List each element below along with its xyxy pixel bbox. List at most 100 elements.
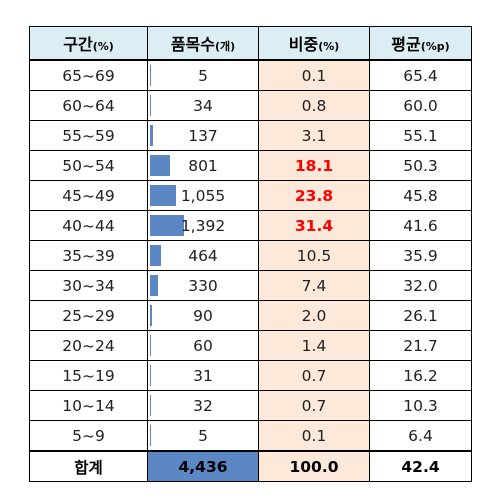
range-cell: 10~14	[29, 390, 148, 421]
count-databar	[150, 155, 170, 176]
average-cell: 45.8	[369, 180, 472, 211]
range-cell: 25~29	[29, 300, 148, 331]
range-cell: 20~24	[29, 330, 148, 361]
count-value: 31	[193, 366, 213, 385]
count-cell: 464	[147, 240, 259, 271]
range-cell: 15~19	[29, 360, 148, 391]
count-value: 90	[193, 306, 213, 325]
count-databar	[150, 185, 176, 206]
count-cell: 90	[147, 300, 259, 331]
count-value: 330	[188, 276, 218, 295]
table-row: 35~39 464 10.5 35.9	[29, 240, 472, 271]
count-value: 137	[188, 126, 218, 145]
share-cell: 31.4	[258, 210, 370, 241]
share-cell: 2.0	[258, 300, 370, 331]
share-cell: 0.1	[258, 59, 370, 91]
count-value: 1,055	[180, 186, 226, 205]
count-databar	[150, 125, 153, 146]
table-row: 20~24 60 1.4 21.7	[29, 330, 472, 361]
table-row: 25~29 90 2.0 26.1	[29, 300, 472, 331]
count-databar	[150, 365, 151, 386]
table-row: 45~49 1,055 23.8 45.8	[29, 180, 472, 211]
header-average: 평균(%p)	[369, 26, 472, 61]
total-label: 합계	[29, 450, 148, 482]
count-value: 464	[188, 246, 218, 265]
share-cell: 1.4	[258, 330, 370, 361]
count-databar	[150, 395, 151, 416]
table-row: 65~69 5 0.1 65.4	[29, 59, 472, 91]
average-cell: 50.3	[369, 150, 472, 181]
count-value: 801	[188, 156, 218, 175]
count-databar	[150, 425, 151, 446]
count-cell: 801	[147, 150, 259, 181]
average-cell: 32.0	[369, 270, 472, 301]
average-cell: 6.4	[369, 420, 472, 452]
header-count: 품목수(개)	[147, 26, 259, 61]
share-cell: 18.1	[258, 150, 370, 181]
total-row: 합계 4,436 100.0 42.4	[29, 450, 472, 482]
count-databar	[150, 245, 161, 266]
table-row: 5~9 5 0.1 6.4	[29, 420, 472, 452]
range-cell: 35~39	[29, 240, 148, 271]
count-cell: 1,392	[147, 210, 259, 241]
table-row: 60~64 34 0.8 60.0	[29, 90, 472, 121]
header-row: 구간(%) 품목수(개) 비중(%) 평균(%p)	[29, 26, 472, 61]
count-value: 32	[193, 396, 213, 415]
share-cell: 0.1	[258, 420, 370, 452]
count-databar	[150, 65, 151, 86]
average-cell: 10.3	[369, 390, 472, 421]
total-average: 42.4	[369, 450, 472, 482]
range-cell: 30~34	[29, 270, 148, 301]
range-cell: 5~9	[29, 420, 148, 452]
count-cell: 5	[147, 420, 259, 452]
count-value: 34	[193, 96, 213, 115]
table-row: 50~54 801 18.1 50.3	[29, 150, 472, 181]
table-row: 40~44 1,392 31.4 41.6	[29, 210, 472, 241]
table-row: 30~34 330 7.4 32.0	[29, 270, 472, 301]
table-row: 10~14 32 0.7 10.3	[29, 390, 472, 421]
count-cell: 60	[147, 330, 259, 361]
range-cell: 50~54	[29, 150, 148, 181]
count-databar	[150, 215, 184, 236]
share-cell: 7.4	[258, 270, 370, 301]
average-cell: 35.9	[369, 240, 472, 271]
share-cell: 0.7	[258, 390, 370, 421]
range-cell: 55~59	[29, 120, 148, 151]
share-cell: 0.7	[258, 360, 370, 391]
count-databar	[150, 275, 158, 296]
total-count: 4,436	[147, 450, 259, 482]
count-cell: 330	[147, 270, 259, 301]
count-cell: 32	[147, 390, 259, 421]
header-range: 구간(%)	[29, 26, 148, 61]
header-share: 비중(%)	[258, 26, 370, 61]
range-cell: 65~69	[29, 59, 148, 91]
average-cell: 26.1	[369, 300, 472, 331]
table-row: 55~59 137 3.1 55.1	[29, 120, 472, 151]
range-cell: 45~49	[29, 180, 148, 211]
count-value: 5	[198, 66, 208, 85]
count-cell: 31	[147, 360, 259, 391]
share-cell: 23.8	[258, 180, 370, 211]
average-cell: 65.4	[369, 59, 472, 91]
count-cell: 5	[147, 59, 259, 91]
share-cell: 10.5	[258, 240, 370, 271]
distribution-table: 구간(%) 품목수(개) 비중(%) 평균(%p) 65~69 5 0.1 65.4 6…	[29, 26, 472, 482]
count-cell: 34	[147, 90, 259, 121]
average-cell: 21.7	[369, 330, 472, 361]
count-value: 1,392	[180, 216, 226, 235]
count-cell: 1,055	[147, 180, 259, 211]
count-cell: 137	[147, 120, 259, 151]
average-cell: 55.1	[369, 120, 472, 151]
share-cell: 3.1	[258, 120, 370, 151]
share-cell: 0.8	[258, 90, 370, 121]
count-databar	[150, 95, 151, 116]
count-value: 5	[198, 426, 208, 445]
total-share: 100.0	[258, 450, 370, 482]
range-cell: 60~64	[29, 90, 148, 121]
table-row: 15~19 31 0.7 16.2	[29, 360, 472, 391]
range-cell: 40~44	[29, 210, 148, 241]
average-cell: 60.0	[369, 90, 472, 121]
average-cell: 41.6	[369, 210, 472, 241]
count-databar	[150, 305, 152, 326]
count-databar	[150, 335, 151, 356]
